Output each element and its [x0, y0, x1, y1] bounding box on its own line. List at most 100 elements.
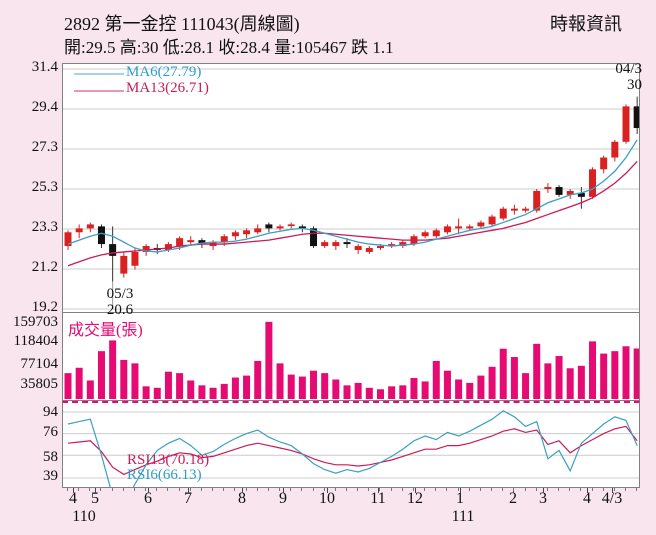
volume-bar: [64, 373, 72, 399]
candle-body: [109, 244, 117, 256]
candle-body: [600, 157, 608, 170]
candle-body: [131, 251, 139, 266]
volume-bar: [343, 385, 351, 399]
price-axis-label: 19.2: [31, 299, 58, 315]
candle-body: [187, 240, 195, 243]
candle-body: [75, 228, 83, 233]
price-chart-svg: [63, 68, 639, 310]
week-tick: [256, 488, 258, 491]
month-label: 9: [279, 490, 287, 507]
volume-bar: [600, 353, 608, 399]
candle-body: [265, 224, 273, 229]
volume-bar: [365, 387, 373, 399]
week-tick: [78, 488, 80, 491]
candle-body: [365, 248, 373, 252]
volume-bar: [354, 382, 362, 399]
volume-bar: [276, 363, 284, 399]
week-tick: [323, 488, 325, 491]
page-title: 2892 第一金控 111043(周線圖): [64, 14, 300, 34]
volume-bar: [522, 373, 530, 399]
week-tick: [145, 488, 147, 491]
week-tick: [491, 488, 493, 491]
week-tick: [267, 488, 269, 491]
week-tick: [212, 488, 214, 491]
month-tick: [327, 488, 328, 493]
candle-body: [332, 242, 340, 247]
candle-body: [287, 224, 295, 227]
volume-bar: [455, 379, 463, 399]
week-tick: [591, 488, 593, 491]
volume-bar: [376, 389, 384, 399]
volume-bar: [287, 374, 295, 399]
rsi-axis-label: 39: [43, 468, 58, 484]
low-annotation-date: 05/3: [106, 286, 134, 302]
volume-bar: [142, 386, 150, 399]
rsi13-legend-label: RSI13(70.18): [127, 452, 210, 468]
week-tick: [513, 488, 515, 491]
volume-bar: [432, 360, 440, 399]
week-tick: [357, 488, 359, 491]
volume-bar: [410, 378, 418, 399]
week-tick: [546, 488, 548, 491]
month-tick: [242, 488, 243, 493]
month-label: 5: [91, 490, 99, 507]
week-tick: [625, 488, 626, 491]
year-label: 111: [451, 508, 475, 525]
volume-chart-svg: [64, 321, 639, 399]
candle-body: [176, 238, 184, 247]
candle-body: [97, 226, 105, 245]
week-tick: [424, 488, 426, 491]
volume-bar: [109, 340, 117, 399]
week-tick: [569, 488, 571, 491]
week-tick: [167, 488, 169, 491]
month-label: 4: [583, 490, 591, 507]
volume-bar: [176, 373, 184, 399]
week-tick: [613, 488, 615, 491]
candle-body: [298, 226, 306, 229]
rsi6-legend-label: RSI6(66.13): [127, 467, 202, 483]
week-tick: [412, 488, 414, 491]
candle-body: [321, 242, 329, 247]
candle-body: [589, 169, 597, 197]
week-tick: [89, 488, 91, 491]
price-axis-label: 29.4: [31, 99, 58, 115]
week-tick: [178, 488, 180, 491]
week-tick: [368, 488, 370, 491]
candle-body: [432, 230, 440, 237]
volume-bar: [566, 368, 574, 399]
month-tick: [612, 488, 613, 493]
week-tick: [468, 488, 470, 491]
week-tick: [446, 488, 448, 491]
week-tick: [457, 488, 459, 491]
high-annotation: 04/3 30: [615, 61, 642, 93]
week-tick: [301, 488, 303, 491]
volume-bar: [443, 370, 451, 399]
low-annotation-value: 20.6: [106, 302, 134, 318]
candle-body: [399, 242, 407, 247]
volume-bar: [120, 359, 128, 399]
price-axis-label: 23.3: [31, 219, 58, 235]
volume-bar: [231, 377, 239, 399]
week-tick: [334, 488, 336, 491]
candle-body: [198, 240, 206, 245]
volume-bar: [499, 348, 507, 399]
week-tick: [111, 488, 113, 491]
volume-bar: [153, 387, 161, 399]
week-tick: [346, 488, 347, 491]
price-axis-label: 25.3: [31, 179, 58, 195]
week-tick: [133, 488, 135, 491]
volume-bar: [555, 356, 563, 399]
volume-panel: [62, 313, 640, 401]
candle-body: [231, 232, 239, 237]
candle-body: [164, 244, 172, 250]
month-tick: [188, 488, 189, 493]
rsi13-line: [67, 425, 638, 476]
volume-bar: [589, 341, 597, 399]
candle-body: [343, 242, 351, 245]
volume-bar: [421, 381, 429, 399]
month-tick: [460, 488, 461, 493]
volume-bar: [611, 351, 619, 399]
candle-body: [522, 208, 530, 211]
month-tick: [73, 488, 74, 493]
volume-bar: [544, 363, 552, 399]
